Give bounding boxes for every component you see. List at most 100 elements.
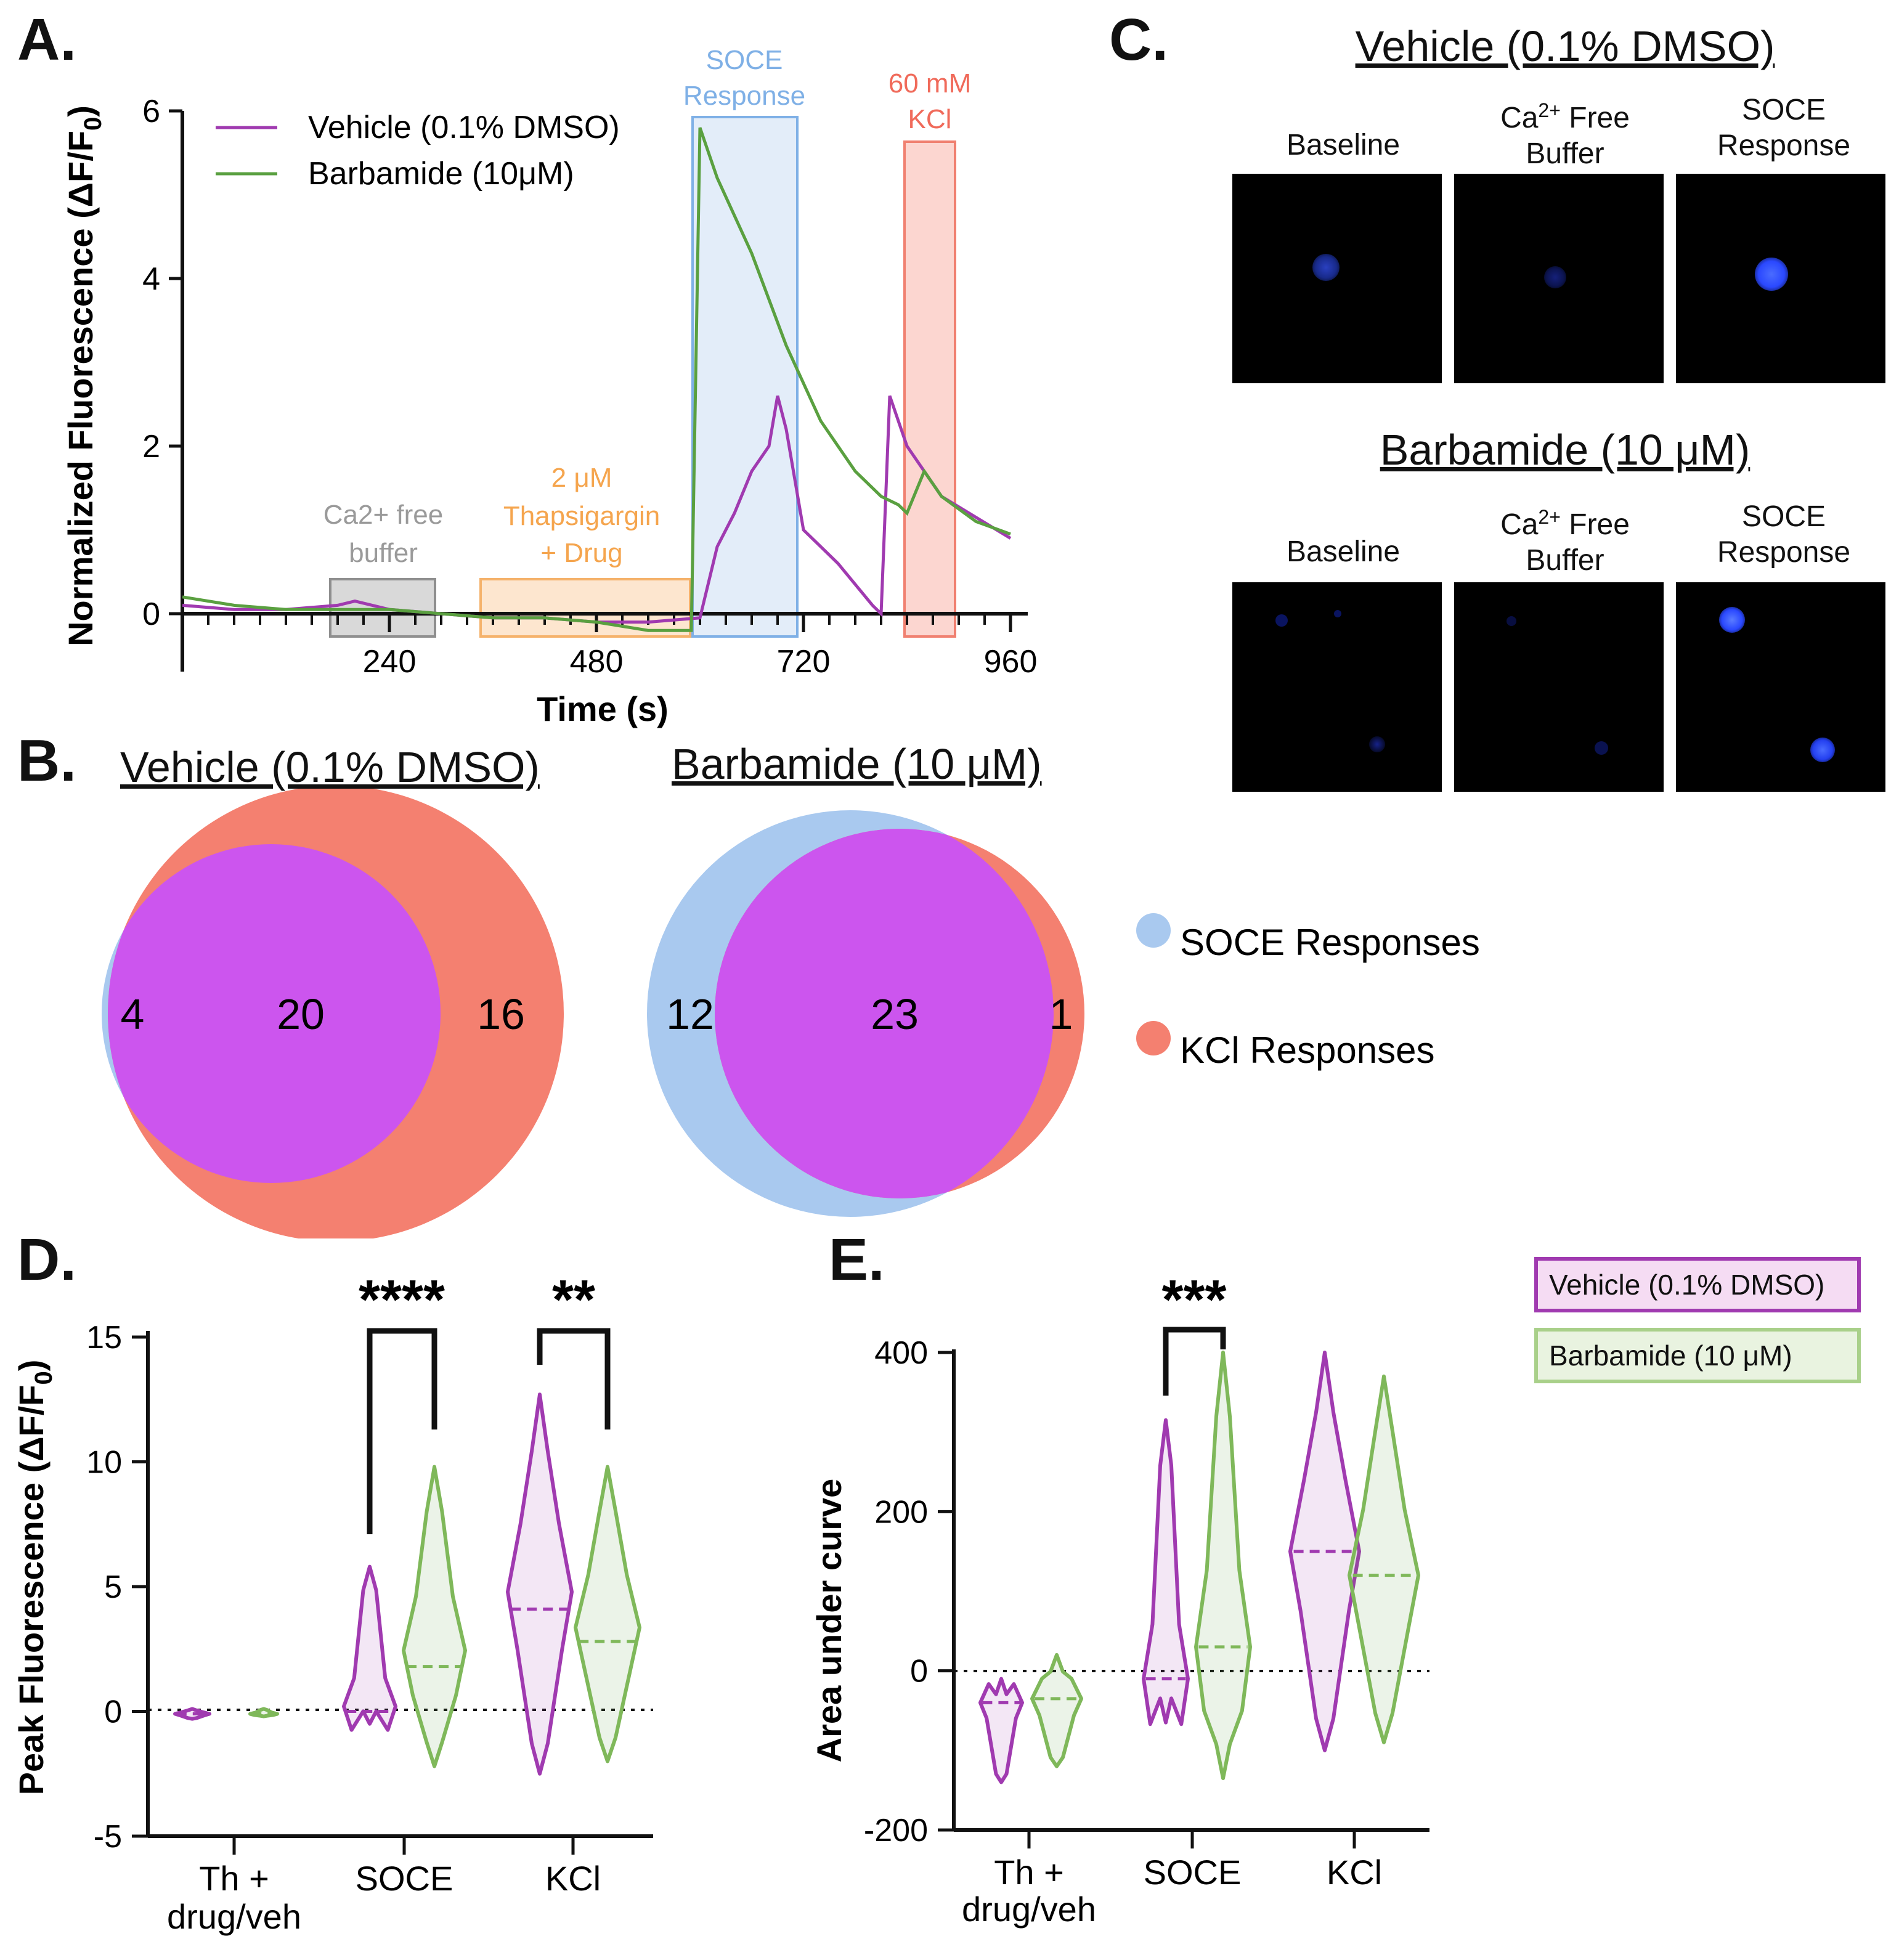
panel-label-b: B.: [17, 728, 76, 794]
panel-a-ylabel: Normalized Fluorescence (ΔF/F0): [61, 105, 107, 646]
legend-soce-dot: [1136, 913, 1171, 948]
venn-barbamide-overlap: [715, 829, 1054, 1198]
violin-e-barbamide-0: [1030, 1653, 1083, 1768]
panel-d-xcat1a: Th +: [199, 1859, 269, 1898]
panel-e-ytick-label: 400: [874, 1335, 928, 1371]
panel-a-xtick-label: 960: [984, 644, 1038, 680]
legend-vehicle-label: Vehicle (0.1% DMSO): [308, 110, 620, 145]
violin-d-barbamide-2: [574, 1465, 641, 1763]
panel-d-ylabel: Peak Fluorescence (ΔF/F0): [12, 1360, 57, 1795]
violin-d-vehicle-2: [506, 1393, 574, 1776]
panel-c-barbamide-col-baseline: Baseline: [1286, 535, 1401, 568]
panel-a-ytick-label: 4: [142, 261, 160, 297]
panel-e-xcat2: SOCE: [1144, 1853, 1242, 1892]
panel-a-legend: Vehicle (0.1% DMSO) Barbamide (10μM): [216, 110, 620, 192]
panel-b-barbamide-title: Barbamide (10 μM): [672, 740, 1042, 788]
panel-d-sig-kcl: **: [552, 1269, 595, 1331]
legend-kcl-dot: [1136, 1021, 1171, 1055]
venn-vehicle-overlap: [108, 844, 441, 1183]
violin-d-barbamide-1: [402, 1465, 467, 1768]
legend-kcl-label: KCl Responses: [1180, 1030, 1435, 1071]
region-kcl-label2: KCl: [908, 104, 952, 134]
panel-d-xcat3: KCl: [545, 1859, 601, 1898]
violin-e-vehicle-2: [1288, 1351, 1361, 1752]
violin-e-vehicle-0: [978, 1677, 1024, 1784]
venn-vehicle-mid-count: 20: [277, 990, 325, 1038]
region-soce-label1: SOCE: [706, 45, 783, 75]
panel-e-legend-barbamide: Barbamide (10 μM): [1534, 1328, 1861, 1383]
panel-c-barbamide-col-soce: SOCE Response: [1717, 500, 1851, 569]
panel-e-ytick-label: 0: [910, 1654, 928, 1690]
violin-e-barbamide-2: [1348, 1374, 1420, 1744]
panel-a-ytick-label: 0: [142, 596, 160, 632]
panel-e-ylabel: Area under curve: [810, 1479, 848, 1763]
region-thapsigargin: 2 μM Thapsigargin + Drug: [479, 463, 691, 638]
panel-d-ytick-label: 0: [104, 1694, 122, 1730]
violin-d-vehicle-1: [342, 1564, 397, 1732]
panel-c-barbamide-title: Barbamide (10 μM): [1380, 426, 1751, 474]
panel-d-ytick-label: 5: [104, 1569, 122, 1605]
panel-a-xtick-label: 240: [363, 644, 417, 680]
region-kcl: 60 mM KCl: [889, 68, 971, 638]
panel-d-ytick-label: 10: [86, 1445, 122, 1481]
panel-a-chart: Ca2+ free buffer 2 μM Thapsigargin + Dru…: [61, 45, 1038, 728]
panel-e-xcat1b: drug/veh: [962, 1890, 1096, 1929]
panel-d-bracket-soce: [367, 1328, 437, 1534]
panel-label-c: C.: [1109, 7, 1168, 73]
micrograph-vehicle-ca-free: [1454, 174, 1664, 383]
panel-a-xtick-label: 720: [777, 644, 831, 680]
panel-label-e: E.: [829, 1227, 885, 1293]
panel-e-legend-vehicle: Vehicle (0.1% DMSO): [1534, 1257, 1861, 1312]
region-soce-label2: Response: [683, 81, 805, 111]
panel-a-xtick-label: 480: [570, 644, 624, 680]
venn-vehicle-left-count: 4: [121, 990, 145, 1038]
region-thapsigargin-label2: Thapsigargin: [503, 501, 660, 531]
panel-e-sig-soce: ***: [1161, 1269, 1226, 1331]
region-ca-free-label1: Ca2+ free: [323, 500, 443, 530]
micrograph-barbamide-baseline: [1232, 582, 1442, 792]
panel-d-xcat1b: drug/veh: [167, 1897, 301, 1936]
panel-c-vehicle-title: Vehicle (0.1% DMSO): [1355, 22, 1775, 70]
panel-e-ytick-label: 200: [874, 1494, 928, 1530]
panel-e-bracket-soce: [1163, 1327, 1226, 1396]
panel-a-ytick-label: 2: [142, 429, 160, 465]
venn-vehicle-right-count: 16: [477, 990, 525, 1038]
panel-c-vehicle-col-baseline: Baseline: [1286, 129, 1401, 161]
region-ca-free: Ca2+ free buffer: [323, 500, 443, 638]
venn-barbamide-mid-count: 23: [871, 990, 919, 1038]
panel-d-sig-soce: ****: [359, 1269, 445, 1331]
venn-barbamide: 12 23 1: [647, 810, 1084, 1217]
violin-e-vehicle-1: [1142, 1418, 1190, 1726]
panel-c-vehicle-col-ca: Ca2+ Free Buffer: [1500, 99, 1630, 170]
region-ca-free-label2: buffer: [349, 538, 418, 568]
panel-d-bracket-kcl: [537, 1328, 611, 1429]
trace-vehicle: [182, 395, 1012, 624]
region-kcl-label1: 60 mM: [889, 68, 971, 99]
panel-c-barbamide-col-ca: Ca2+ Free Buffer: [1500, 506, 1630, 577]
panel-b-legend: SOCE Responses KCl Responses: [1136, 913, 1480, 1071]
venn-barbamide-left-count: 12: [666, 990, 714, 1038]
micrograph-barbamide-ca-free: [1454, 582, 1664, 792]
panel-e-chart: Area under curve -200 0 200 400 Th + drug/v…: [810, 1269, 1429, 1929]
region-soce: SOCE Response: [683, 45, 805, 638]
panel-label-d: D.: [17, 1227, 76, 1293]
micrograph-barbamide-soce: [1676, 582, 1885, 792]
micrograph-vehicle-soce: [1676, 174, 1885, 383]
panel-e-xcat3: KCl: [1327, 1853, 1382, 1892]
panel-e-ytick-label: -200: [864, 1813, 928, 1848]
panel-b-venns: 4 20 16 12 23 1 SOCE Responses KCl Respo…: [102, 789, 1480, 1238]
panel-d-xcat2: SOCE: [356, 1859, 453, 1898]
legend-soce-label: SOCE Responses: [1180, 922, 1480, 963]
panel-a-ytick-label: 6: [142, 94, 160, 129]
violin-e-barbamide-1: [1194, 1351, 1252, 1781]
panel-d-ytick-label: 15: [86, 1320, 122, 1356]
venn-barbamide-right-count: 1: [1049, 990, 1073, 1038]
micrograph-vehicle-baseline: [1232, 174, 1442, 383]
panel-label-a: A.: [17, 7, 76, 73]
trace-barbamide: [182, 127, 1011, 632]
region-thapsigargin-label1: 2 μM: [551, 463, 612, 493]
panel-a-xlabel: Time (s): [537, 689, 669, 728]
panel-b-vehicle-title: Vehicle (0.1% DMSO): [120, 743, 540, 791]
panel-c-vehicle-col-soce: SOCE Response: [1717, 94, 1851, 162]
